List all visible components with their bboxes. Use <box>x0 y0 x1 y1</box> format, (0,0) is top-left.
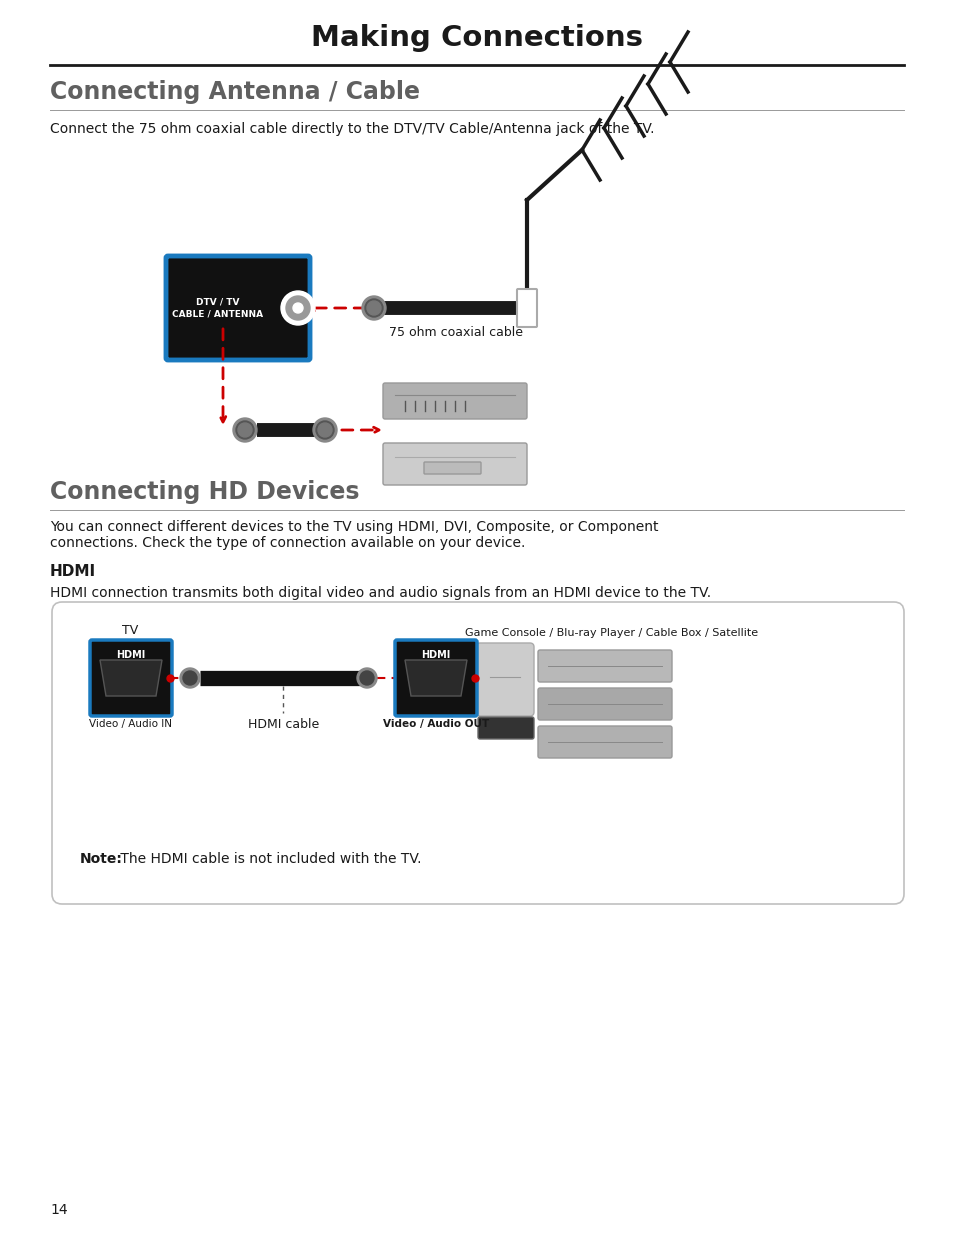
Text: Connecting HD Devices: Connecting HD Devices <box>50 480 359 504</box>
Circle shape <box>315 421 334 438</box>
Text: Making Connections: Making Connections <box>311 23 642 52</box>
FancyBboxPatch shape <box>166 256 310 359</box>
Circle shape <box>313 417 336 442</box>
FancyBboxPatch shape <box>52 601 903 904</box>
Text: Connect the 75 ohm coaxial cable directly to the DTV/TV Cable/Antenna jack of th: Connect the 75 ohm coaxial cable directl… <box>50 122 654 136</box>
Circle shape <box>293 303 303 312</box>
FancyBboxPatch shape <box>423 462 480 474</box>
Text: connections. Check the type of connection available on your device.: connections. Check the type of connectio… <box>50 536 525 550</box>
Text: You can connect different devices to the TV using HDMI, DVI, Composite, or Compo: You can connect different devices to the… <box>50 520 658 534</box>
Circle shape <box>237 424 252 437</box>
Circle shape <box>317 424 332 437</box>
Text: Connecting Antenna / Cable: Connecting Antenna / Cable <box>50 80 419 104</box>
Circle shape <box>367 301 380 315</box>
FancyBboxPatch shape <box>537 650 671 682</box>
Text: HDMI cable: HDMI cable <box>248 718 319 731</box>
Text: The HDMI cable is not included with the TV.: The HDMI cable is not included with the … <box>116 852 421 866</box>
Text: DTV / TV
CABLE / ANTENNA: DTV / TV CABLE / ANTENNA <box>172 298 263 319</box>
Polygon shape <box>100 659 162 697</box>
Circle shape <box>356 668 376 688</box>
Circle shape <box>361 296 386 320</box>
Text: HDMI: HDMI <box>50 564 96 579</box>
Circle shape <box>183 671 196 685</box>
Circle shape <box>365 299 382 317</box>
Circle shape <box>180 668 200 688</box>
FancyBboxPatch shape <box>477 718 534 739</box>
Circle shape <box>235 421 253 438</box>
Text: Note:: Note: <box>80 852 123 866</box>
Text: Video / Audio OUT: Video / Audio OUT <box>382 719 489 729</box>
Circle shape <box>286 296 310 320</box>
FancyBboxPatch shape <box>517 289 537 327</box>
Text: TV: TV <box>122 624 138 637</box>
FancyBboxPatch shape <box>90 640 172 716</box>
Circle shape <box>281 291 314 325</box>
FancyBboxPatch shape <box>537 688 671 720</box>
Circle shape <box>359 671 374 685</box>
Polygon shape <box>405 659 467 697</box>
FancyBboxPatch shape <box>382 383 526 419</box>
Text: 14: 14 <box>50 1203 68 1216</box>
FancyBboxPatch shape <box>537 726 671 758</box>
FancyBboxPatch shape <box>395 640 476 716</box>
FancyBboxPatch shape <box>476 643 534 716</box>
Text: HDMI: HDMI <box>116 650 146 659</box>
Text: 75 ohm coaxial cable: 75 ohm coaxial cable <box>389 326 522 338</box>
Circle shape <box>233 417 256 442</box>
Text: HDMI: HDMI <box>421 650 450 659</box>
Text: HDMI connection transmits both digital video and audio signals from an HDMI devi: HDMI connection transmits both digital v… <box>50 585 710 600</box>
FancyBboxPatch shape <box>382 443 526 485</box>
Text: Game Console / Blu-ray Player / Cable Box / Satellite: Game Console / Blu-ray Player / Cable Bo… <box>465 629 758 638</box>
Text: Video / Audio IN: Video / Audio IN <box>90 719 172 729</box>
